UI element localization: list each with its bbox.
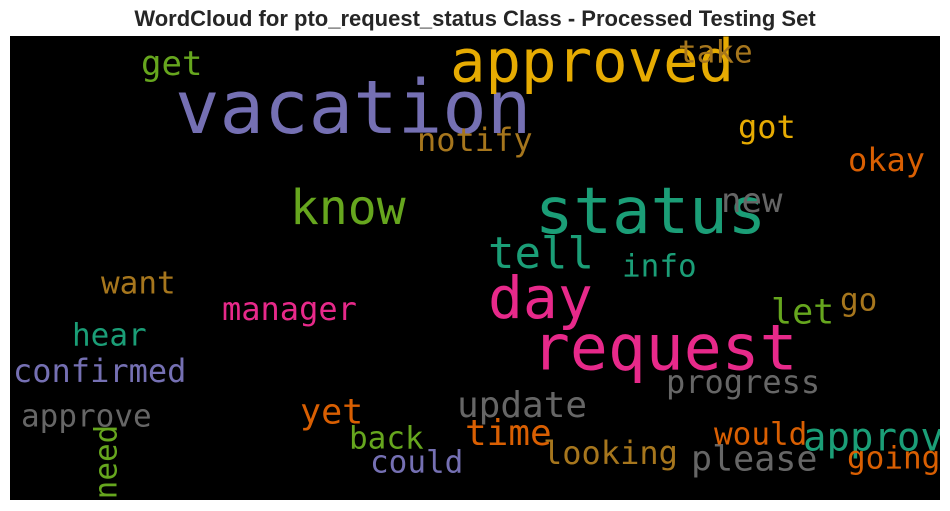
word-please: please — [691, 439, 818, 480]
word-info: info — [622, 248, 697, 285]
word-status: status — [535, 175, 767, 249]
word-new: new — [721, 181, 783, 221]
chart-title: WordCloud for pto_request_status Class -… — [134, 6, 816, 31]
word-okay: okay — [848, 141, 926, 179]
word-know: know — [290, 180, 406, 236]
word-day: day — [488, 264, 593, 332]
word-notify: notify — [417, 121, 533, 159]
word-yet: yet — [300, 392, 364, 433]
word-would: would — [714, 416, 808, 453]
word-manager: manager — [222, 290, 357, 328]
word-going: going — [847, 440, 940, 477]
word-back: back — [349, 420, 424, 457]
word-need: need — [88, 424, 125, 500]
word-approve: approve — [21, 398, 152, 435]
word-update: update — [457, 385, 588, 426]
word-get: get — [141, 44, 203, 84]
word-approved: approved — [450, 36, 735, 96]
word-confirmed: confirmed — [13, 352, 187, 390]
word-hear: hear — [72, 317, 147, 354]
word-go: go — [840, 282, 878, 319]
word-request: request — [532, 311, 798, 385]
word-want: want — [101, 265, 176, 302]
word-take: take — [678, 36, 753, 71]
word-approval: approval — [803, 415, 940, 461]
word-vacation: vacation — [175, 65, 532, 151]
word-looking: looking — [543, 434, 678, 472]
word-progress: progress — [666, 363, 821, 401]
word-tell: tell — [488, 228, 594, 279]
word-time: time — [465, 413, 552, 454]
word-got: got — [738, 108, 796, 146]
word-could: could — [370, 444, 464, 481]
word-let: let — [771, 292, 835, 333]
word-cloud: vacation status request approved day know tell… — [10, 36, 940, 500]
